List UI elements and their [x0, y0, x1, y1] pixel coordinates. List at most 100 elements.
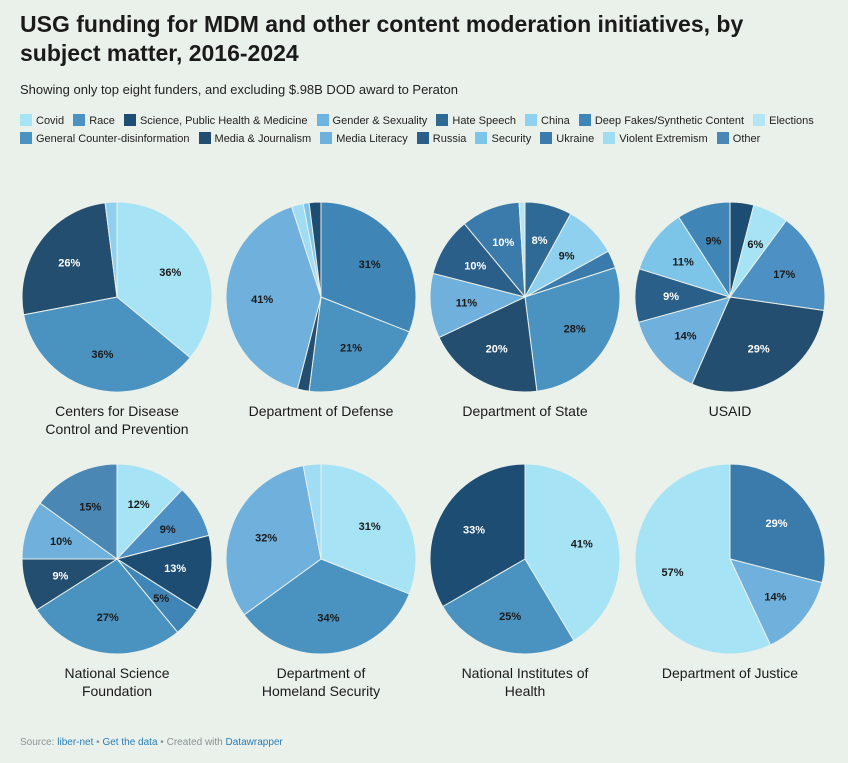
pie-data-label: 32%	[255, 532, 277, 544]
legend-item: Deep Fakes/Synthetic Content	[578, 114, 745, 127]
legend-item: Covid	[20, 114, 65, 127]
pie-slice[interactable]	[524, 267, 621, 392]
legend-swatch	[525, 114, 538, 126]
pie-data-label: 36%	[159, 267, 181, 279]
legend-label: Science, Public Health & Medicine	[139, 115, 308, 127]
pie-slice[interactable]	[320, 463, 417, 595]
legend-label: Security	[491, 133, 532, 145]
pie-slice[interactable]	[225, 206, 322, 390]
pie-slice[interactable]	[729, 558, 823, 646]
pie-data-label: 9%	[663, 291, 679, 303]
pie-slice[interactable]	[429, 463, 526, 608]
legend-swatch	[316, 114, 329, 126]
legend-label: Media Literacy	[336, 133, 408, 145]
pie-title-line: Department of Justice	[661, 665, 799, 681]
pie-slice[interactable]	[634, 463, 772, 655]
pie-data-label: 9%	[705, 236, 721, 248]
pie-title-line: USAID	[708, 403, 752, 419]
source-label: Source:	[20, 737, 55, 748]
pie-slice[interactable]	[729, 463, 826, 584]
pie-data-label: 11%	[456, 298, 478, 310]
pie-slice[interactable]	[36, 558, 179, 655]
pie-slice[interactable]	[691, 296, 825, 393]
pie-data-label: 33%	[463, 525, 485, 537]
legend-label: Violent Extremism	[619, 133, 708, 145]
pie-slice[interactable]	[116, 463, 183, 561]
pie-slice[interactable]	[302, 463, 322, 560]
pie-data-label: 20%	[486, 344, 508, 356]
pie-slice[interactable]	[729, 219, 826, 312]
pie-slice[interactable]	[116, 201, 213, 359]
legend-item: Violent Extremism	[603, 132, 708, 145]
pie-data-label: 10%	[464, 260, 486, 272]
legend-swatch	[603, 132, 616, 144]
legend-swatch	[716, 132, 729, 144]
pie-title-line: Department of Defense	[248, 403, 394, 419]
pie-data-label: 10%	[492, 237, 514, 249]
pie-slice[interactable]	[438, 296, 538, 393]
pie-data-label: 5%	[153, 593, 169, 605]
pie-title-line: Control and Prevention	[45, 421, 189, 437]
pie-data-label: 9%	[52, 570, 68, 582]
pie-data-label: 11%	[672, 256, 694, 268]
pie-slice[interactable]	[23, 296, 191, 393]
legend-label: Russia	[432, 133, 467, 145]
legend-swatch	[753, 114, 766, 126]
pie-data-label: 41%	[251, 294, 273, 306]
pie-slice[interactable]	[308, 201, 322, 298]
pie-data-label: 29%	[765, 518, 787, 530]
get-data-link[interactable]: Get the data	[102, 737, 158, 748]
legend-label: Media & Journalism	[214, 133, 312, 145]
pie-title: Department of State	[425, 402, 625, 420]
legend-label: Deep Fakes/Synthetic Content	[594, 115, 745, 127]
pie-slice[interactable]	[225, 465, 322, 616]
pie-title-line: National Institutes of	[461, 665, 589, 681]
footer-separator: •	[96, 737, 100, 748]
pie-title-line: Homeland Security	[261, 683, 381, 699]
source-link[interactable]: liber-net	[57, 737, 94, 748]
pie-data-label: 13%	[164, 563, 186, 575]
legend-swatch	[436, 114, 449, 126]
pie-slice[interactable]	[115, 534, 213, 611]
pie-data-label: 15%	[79, 502, 101, 514]
pie-slice[interactable]	[308, 296, 410, 393]
datawrapper-link[interactable]: Datawrapper	[225, 737, 283, 748]
pie-slice[interactable]	[320, 201, 417, 333]
legend-item: Media Literacy	[320, 132, 408, 145]
pie-data-label: 36%	[91, 349, 113, 361]
legend-label: Race	[89, 115, 115, 127]
pie-slice[interactable]	[104, 201, 118, 298]
pie-slice[interactable]	[442, 558, 575, 655]
pie-slice[interactable]	[21, 202, 118, 316]
footer: Source: liber-net • Get the data • Creat…	[20, 737, 283, 748]
pie-title-line: Centers for Disease	[55, 403, 179, 419]
pie-slice[interactable]	[39, 463, 118, 560]
legend-swatch	[198, 132, 211, 144]
legend-item: Race	[73, 114, 115, 127]
pie-title: USAID	[630, 402, 830, 420]
pie-slice[interactable]	[524, 463, 621, 642]
pie-data-label: 25%	[499, 611, 521, 623]
legend-swatch	[20, 132, 32, 144]
pie-slice[interactable]	[518, 201, 526, 298]
pie-slice[interactable]	[429, 272, 527, 339]
pie-title: Department of Justice	[630, 664, 830, 682]
pie-data-label: 26%	[58, 257, 80, 269]
chart-subtitle: Showing only top eight funders, and excl…	[20, 82, 458, 97]
footer-separator: •	[160, 737, 164, 748]
pie-slice[interactable]	[243, 558, 410, 655]
pie-title: Centers for Disease Control and Preventio…	[17, 402, 217, 438]
pie-title: National Institutes of Health	[425, 664, 625, 700]
pie-title: National Science Foundation	[17, 664, 217, 700]
pie-slice[interactable]	[637, 296, 731, 385]
pie-data-label: 31%	[359, 259, 381, 271]
legend-swatch	[320, 132, 333, 144]
pie-data-label: 29%	[748, 344, 770, 356]
legend-swatch	[73, 114, 86, 126]
legend-label: Covid	[36, 115, 65, 127]
pie-slice[interactable]	[677, 201, 731, 299]
pie-data-label: 17%	[773, 269, 795, 281]
pie-slice[interactable]	[638, 216, 732, 298]
pie-data-label: 34%	[317, 612, 339, 624]
